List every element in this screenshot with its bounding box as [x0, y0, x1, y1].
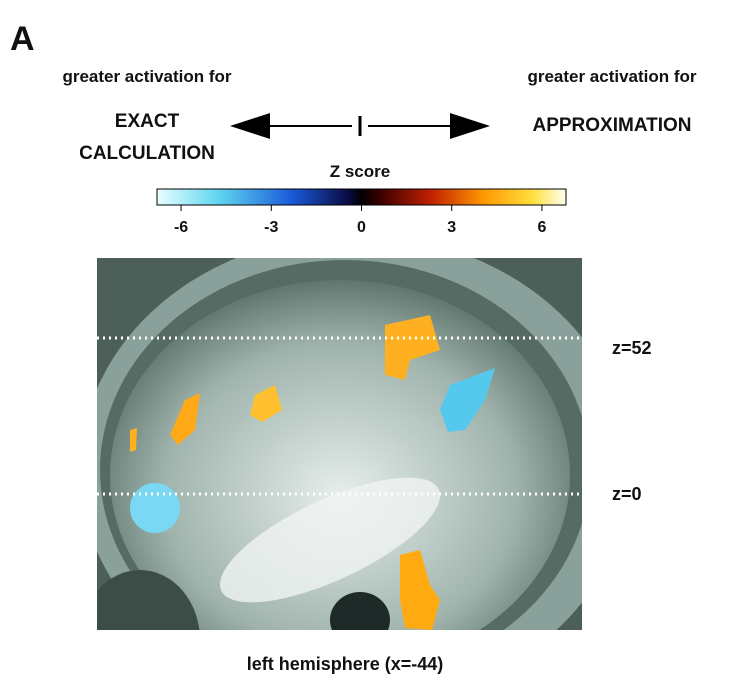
right-heading: greater activation for [527, 67, 696, 86]
left-line: CALCULATION [79, 143, 215, 164]
colorbar-tick-label: 6 [537, 219, 546, 236]
colorbar-ticks: -6 -3 0 3 6 [174, 205, 547, 236]
panel-label: A [10, 20, 35, 58]
brain-slice [80, 235, 630, 684]
left-line: EXACT [115, 111, 180, 132]
colorbar-tick-label: 0 [357, 219, 366, 236]
colorbar-tick-label: -6 [174, 219, 188, 236]
colorbar-tick-label: 3 [447, 219, 456, 236]
left-heading: greater activation for [62, 67, 231, 86]
slice-label: z=0 [612, 484, 642, 504]
slice-label: z=52 [612, 338, 652, 358]
colorbar [157, 189, 566, 205]
caption: left hemisphere (x=-44) [247, 654, 444, 674]
colorbar-title: Z score [330, 162, 390, 181]
right-line: APPROXIMATION [532, 115, 691, 136]
colorbar-tick-label: -3 [264, 219, 278, 236]
figure: A greater activation for EXACT CALCULATI… [0, 0, 736, 684]
arrows [230, 113, 490, 139]
